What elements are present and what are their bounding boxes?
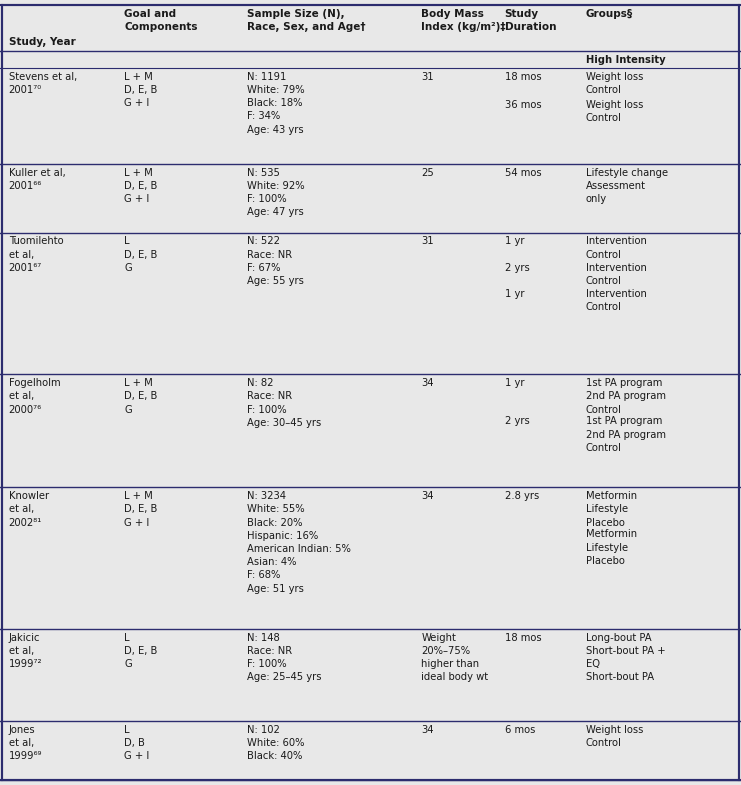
Text: Body Mass
Index (kg/m²)‡: Body Mass Index (kg/m²)‡ xyxy=(422,9,506,32)
Text: N: 1191
White: 79%
Black: 18%
F: 34%
Age: 43 yrs: N: 1191 White: 79% Black: 18% F: 34% Age… xyxy=(247,71,305,134)
Text: N: 535
White: 92%
F: 100%
Age: 47 yrs: N: 535 White: 92% F: 100% Age: 47 yrs xyxy=(247,167,305,217)
Text: Tuomilehto
et al,
2001⁶⁷: Tuomilehto et al, 2001⁶⁷ xyxy=(9,236,63,273)
Text: N: 102
White: 60%
Black: 40%: N: 102 White: 60% Black: 40% xyxy=(247,725,305,761)
Text: Study
Duration: Study Duration xyxy=(505,9,556,32)
Text: 1st PA program
2nd PA program
Control: 1st PA program 2nd PA program Control xyxy=(585,378,665,414)
Text: Sample Size (N),
Race, Sex, and Age†: Sample Size (N), Race, Sex, and Age† xyxy=(247,9,365,32)
Text: Weight loss
Control: Weight loss Control xyxy=(585,71,643,95)
Text: 34: 34 xyxy=(422,725,434,735)
Text: 2 yrs: 2 yrs xyxy=(505,263,529,272)
Text: Knowler
et al,
2002⁸¹: Knowler et al, 2002⁸¹ xyxy=(9,491,49,528)
Text: Intervention
Control: Intervention Control xyxy=(585,263,647,286)
Text: Weight loss
Control: Weight loss Control xyxy=(585,725,643,748)
Text: Jones
et al,
1999⁶⁹: Jones et al, 1999⁶⁹ xyxy=(9,725,42,761)
Text: L
D, E, B
G: L D, E, B G xyxy=(124,236,158,273)
Text: 31: 31 xyxy=(422,236,434,246)
Text: 1 yr: 1 yr xyxy=(505,378,524,388)
Text: Metformin
Lifestyle
Placebo: Metformin Lifestyle Placebo xyxy=(585,529,637,566)
Text: 1 yr: 1 yr xyxy=(505,289,524,299)
Text: L + M
D, E, B
G + I: L + M D, E, B G + I xyxy=(124,71,158,108)
Text: Intervention
Control: Intervention Control xyxy=(585,289,647,312)
Text: L
D, B
G + I: L D, B G + I xyxy=(124,725,150,761)
Text: 6 mos: 6 mos xyxy=(505,725,535,735)
Text: Lifestyle change
Assessment
only: Lifestyle change Assessment only xyxy=(585,167,668,204)
Text: High Intensity: High Intensity xyxy=(585,55,665,64)
Text: 54 mos: 54 mos xyxy=(505,167,541,177)
Text: 2 yrs: 2 yrs xyxy=(505,416,529,426)
Text: Fogelholm
et al,
2000⁷⁶: Fogelholm et al, 2000⁷⁶ xyxy=(9,378,60,414)
Text: 1 yr: 1 yr xyxy=(505,236,524,246)
Text: 18 mos: 18 mos xyxy=(505,633,541,643)
Text: Long-bout PA
Short-bout PA +
EQ
Short-bout PA: Long-bout PA Short-bout PA + EQ Short-bo… xyxy=(585,633,665,682)
Text: 2.8 yrs: 2.8 yrs xyxy=(505,491,539,501)
Text: L + M
D, E, B
G + I: L + M D, E, B G + I xyxy=(124,491,158,528)
Text: Jakicic
et al,
1999⁷²: Jakicic et al, 1999⁷² xyxy=(9,633,42,669)
Text: 36 mos: 36 mos xyxy=(505,100,541,110)
Text: 25: 25 xyxy=(422,167,434,177)
Text: Stevens et al,
2001⁷⁰: Stevens et al, 2001⁷⁰ xyxy=(9,71,77,95)
Text: N: 82
Race: NR
F: 100%
Age: 30–45 yrs: N: 82 Race: NR F: 100% Age: 30–45 yrs xyxy=(247,378,321,428)
Text: Intervention
Control: Intervention Control xyxy=(585,236,647,260)
Text: N: 522
Race: NR
F: 67%
Age: 55 yrs: N: 522 Race: NR F: 67% Age: 55 yrs xyxy=(247,236,304,286)
Text: 34: 34 xyxy=(422,378,434,388)
Text: L + M
D, E, B
G: L + M D, E, B G xyxy=(124,378,158,414)
Text: Weight
20%–75%
higher than
ideal body wt: Weight 20%–75% higher than ideal body wt xyxy=(422,633,488,682)
Text: Metformin
Lifestyle
Placebo: Metformin Lifestyle Placebo xyxy=(585,491,637,528)
Text: Weight loss
Control: Weight loss Control xyxy=(585,100,643,123)
Text: 34: 34 xyxy=(422,491,434,501)
Text: N: 3234
White: 55%
Black: 20%
Hispanic: 16%
American Indian: 5%
Asian: 4%
F: 68%: N: 3234 White: 55% Black: 20% Hispanic: … xyxy=(247,491,350,593)
Text: Goal and
Components: Goal and Components xyxy=(124,9,198,32)
Text: Study, Year: Study, Year xyxy=(9,37,76,47)
Text: L + M
D, E, B
G + I: L + M D, E, B G + I xyxy=(124,167,158,204)
Text: 31: 31 xyxy=(422,71,434,82)
Text: Groups§: Groups§ xyxy=(585,9,633,19)
Text: Kuller et al,
2001⁶⁶: Kuller et al, 2001⁶⁶ xyxy=(9,167,65,191)
Text: 18 mos: 18 mos xyxy=(505,71,541,82)
Text: L
D, E, B
G: L D, E, B G xyxy=(124,633,158,669)
Text: 1st PA program
2nd PA program
Control: 1st PA program 2nd PA program Control xyxy=(585,416,665,453)
Text: N: 148
Race: NR
F: 100%
Age: 25–45 yrs: N: 148 Race: NR F: 100% Age: 25–45 yrs xyxy=(247,633,321,682)
